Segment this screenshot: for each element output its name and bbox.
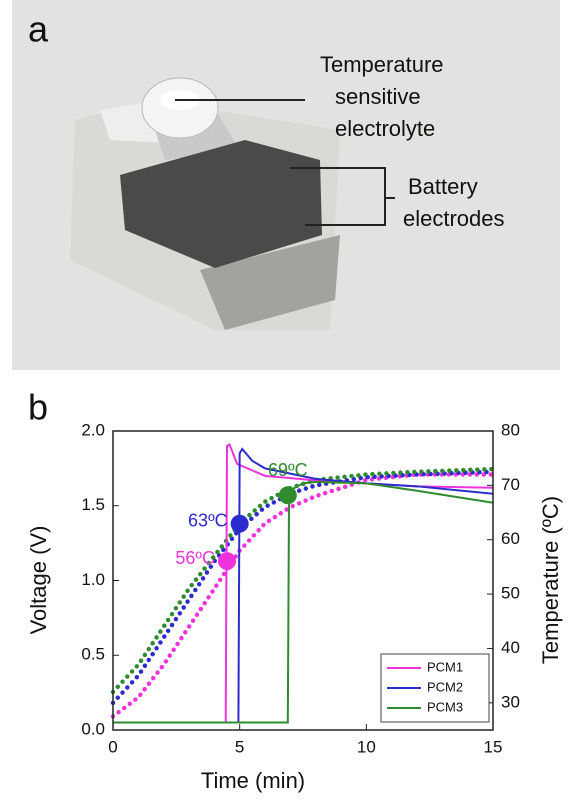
temperature-line — [110, 466, 496, 695]
y-axis-label: Voltage (V) — [26, 526, 51, 635]
x-tick-label: 0 — [108, 737, 117, 756]
annotation-marker — [230, 514, 249, 533]
annotation-text: 63ºC — [188, 510, 228, 530]
x-tick-label: 10 — [357, 737, 376, 756]
annotation-marker — [278, 486, 297, 505]
y-tick-label: 1.0 — [81, 570, 105, 589]
upper-electrode — [120, 140, 322, 268]
voltage-line — [113, 447, 494, 724]
y-tick-label: 1.5 — [81, 495, 105, 514]
x-tick-label: 5 — [235, 737, 244, 756]
y2-tick-label: 40 — [501, 638, 520, 657]
y-tick-label: 0.5 — [81, 645, 105, 664]
panel-label: a — [28, 9, 49, 50]
annotation: electrolyte — [335, 116, 435, 141]
x-tick-label: 15 — [484, 737, 503, 756]
y2-tick-label: 50 — [501, 584, 520, 603]
annotation: Battery — [408, 174, 478, 199]
legend-label: PCM3 — [427, 699, 463, 714]
panel-label: b — [28, 387, 48, 428]
photo: a Temperature sensitive electrolyte Batt… — [12, 0, 560, 370]
y2-tick-label: 80 — [501, 420, 520, 439]
y2-axis-label: Temperature (ºC) — [538, 496, 563, 664]
y2-tick-label: 30 — [501, 692, 520, 711]
y-tick-label: 2.0 — [81, 420, 105, 439]
legend-label: PCM1 — [427, 659, 463, 674]
y-tick-label: 0.0 — [81, 719, 105, 738]
annotation: Temperature — [320, 52, 444, 77]
annotation-text: 69ºC — [268, 460, 308, 480]
annotation-text: 56ºC — [175, 548, 215, 568]
y2-tick-label: 70 — [501, 475, 520, 494]
annotation: sensitive — [335, 84, 421, 109]
temperature-line — [110, 469, 496, 706]
y2-tick-label: 60 — [501, 529, 520, 548]
legend-label: PCM2 — [427, 679, 463, 694]
pointer-bracket — [290, 167, 386, 226]
voltage-line — [113, 480, 494, 724]
annotation: electrodes — [403, 206, 505, 231]
x-axis-label: Time (min) — [201, 768, 305, 793]
lower-electrode — [200, 235, 340, 330]
annotation-marker — [218, 552, 236, 571]
